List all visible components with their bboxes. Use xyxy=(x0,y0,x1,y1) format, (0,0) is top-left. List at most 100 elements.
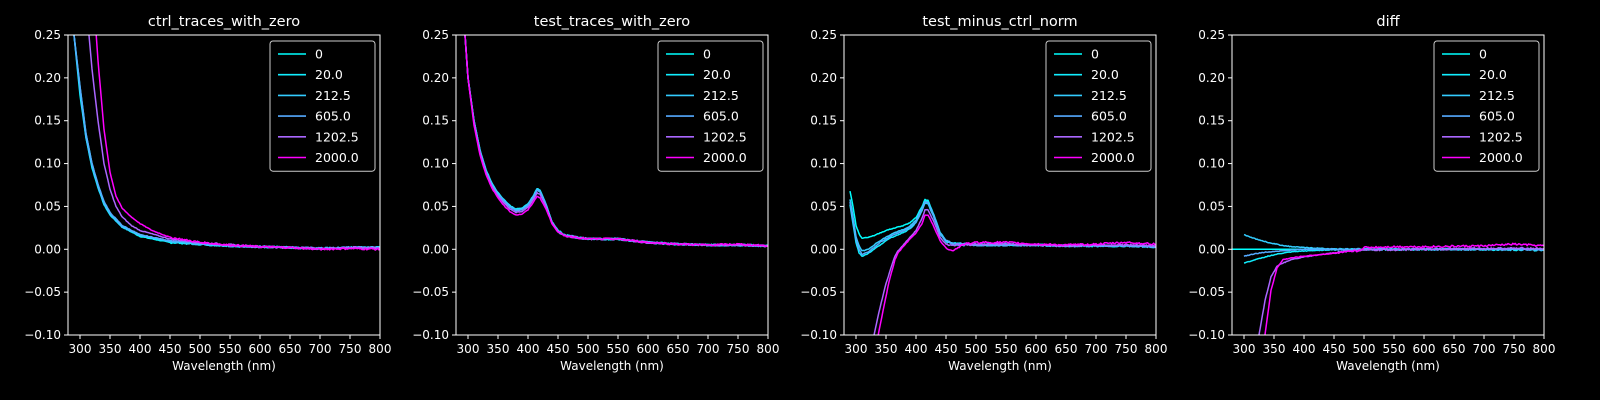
x-tick-label: 750 xyxy=(339,342,362,356)
x-tick-label: 700 xyxy=(697,342,720,356)
y-tick-label: −0.05 xyxy=(800,285,837,299)
y-tick-label: 0.10 xyxy=(422,157,449,171)
x-tick-label: 750 xyxy=(1503,342,1526,356)
axes-frame xyxy=(455,34,769,336)
y-tick-label: 0.15 xyxy=(34,114,61,128)
y-tick-label: −0.05 xyxy=(412,285,449,299)
y-tick-label: −0.10 xyxy=(24,328,61,342)
x-tick-label: 700 xyxy=(309,342,332,356)
y-tick-label: −0.10 xyxy=(1188,328,1225,342)
series-line xyxy=(849,201,1156,256)
x-tick-label: 750 xyxy=(1115,342,1138,356)
y-tick-label: 0.25 xyxy=(34,28,61,42)
legend-label: 20.0 xyxy=(703,67,731,82)
x-tick-label: 700 xyxy=(1473,342,1496,356)
x-tick-label: 350 xyxy=(875,342,898,356)
x-tick-label: 300 xyxy=(457,342,480,356)
x-tick-label: 650 xyxy=(667,342,690,356)
axes-frame xyxy=(1231,34,1545,336)
x-tick-label: 350 xyxy=(1263,342,1286,356)
series-line xyxy=(1264,242,1544,335)
x-tick-label: 650 xyxy=(279,342,302,356)
x-tick-label: 800 xyxy=(369,342,392,356)
legend-label: 1202.5 xyxy=(1479,129,1523,144)
series-line xyxy=(88,35,380,250)
series-line xyxy=(464,35,768,248)
y-tick-label: 0.10 xyxy=(34,157,61,171)
series-group xyxy=(1232,233,1544,335)
y-tick-label: 0.10 xyxy=(1198,157,1225,171)
y-tick-label: 0.25 xyxy=(810,28,837,42)
x-axis-label: Wavelength (nm) xyxy=(948,359,1052,373)
x-tick-label: 700 xyxy=(1085,342,1108,356)
x-tick-label: 400 xyxy=(905,342,928,356)
x-tick-label: 600 xyxy=(1025,342,1048,356)
x-tick-label: 600 xyxy=(249,342,272,356)
y-tick-label: 0.25 xyxy=(422,28,449,42)
legend-label: 212.5 xyxy=(1091,88,1127,103)
y-tick-label: 0.05 xyxy=(422,199,449,213)
legend: 0 20.0 212.5 605.0 1202.5 2000.0 xyxy=(1433,40,1540,172)
x-tick-label: 800 xyxy=(757,342,780,356)
y-tick-label: 0.20 xyxy=(810,71,837,85)
series-line xyxy=(95,35,380,251)
legend-box xyxy=(657,40,764,172)
chart-panel-1: ctrl_traces_with_zero 300 350 400 450 500 550 6… xyxy=(24,14,391,373)
x-tick-label: 350 xyxy=(487,342,510,356)
y-tick-label: 0.15 xyxy=(422,114,449,128)
y-tick-label: 0.00 xyxy=(422,242,449,256)
series-group xyxy=(464,35,768,248)
legend-label: 20.0 xyxy=(1479,67,1507,82)
x-tick-label: 350 xyxy=(99,342,122,356)
x-tick-label: 800 xyxy=(1145,342,1168,356)
legend-label: 605.0 xyxy=(315,109,351,124)
x-tick-label: 550 xyxy=(995,342,1018,356)
legend-label: 605.0 xyxy=(703,109,739,124)
legend-box xyxy=(1433,40,1540,172)
x-tick-label: 450 xyxy=(935,342,958,356)
y-tick-label: 0.05 xyxy=(1198,199,1225,213)
y-tick-label: 0.00 xyxy=(34,242,61,256)
chart-panel-3: test_minus_ctrl_norm 300 350 400 450 500 550 60… xyxy=(800,14,1167,373)
legend-label: 212.5 xyxy=(703,88,739,103)
y-tick-label: −0.05 xyxy=(24,285,61,299)
legend-label: 20.0 xyxy=(315,67,343,82)
legend-label: 0 xyxy=(315,47,323,62)
x-tick-label: 500 xyxy=(1353,342,1376,356)
legend-label: 1202.5 xyxy=(703,129,747,144)
legend-label: 212.5 xyxy=(315,88,351,103)
chart-title: test_minus_ctrl_norm xyxy=(922,14,1077,30)
x-tick-label: 550 xyxy=(1383,342,1406,356)
y-tick-label: 0.20 xyxy=(422,71,449,85)
legend-label: 1202.5 xyxy=(315,129,359,144)
x-tick-label: 650 xyxy=(1443,342,1466,356)
y-tick-label: 0.10 xyxy=(810,157,837,171)
x-tick-label: 400 xyxy=(1293,342,1316,356)
legend-label: 2000.0 xyxy=(1479,150,1523,165)
y-tick-label: 0.15 xyxy=(810,114,837,128)
legend-box xyxy=(1045,40,1152,172)
x-tick-label: 600 xyxy=(1413,342,1436,356)
legend-label: 20.0 xyxy=(1091,67,1119,82)
x-tick-label: 750 xyxy=(727,342,750,356)
y-tick-label: 0.05 xyxy=(810,199,837,213)
legend: 0 20.0 212.5 605.0 1202.5 2000.0 xyxy=(269,40,376,172)
x-tick-label: 800 xyxy=(1533,342,1556,356)
y-tick-label: 0.05 xyxy=(34,199,61,213)
y-tick-label: −0.05 xyxy=(1188,285,1225,299)
chart-title: diff xyxy=(1376,14,1400,30)
x-tick-label: 500 xyxy=(577,342,600,356)
x-tick-label: 600 xyxy=(637,342,660,356)
x-tick-label: 450 xyxy=(1323,342,1346,356)
x-tick-label: 650 xyxy=(1055,342,1078,356)
legend-label: 1202.5 xyxy=(1091,129,1135,144)
series-group xyxy=(849,190,1156,335)
x-tick-label: 300 xyxy=(1233,342,1256,356)
chart-title: test_traces_with_zero xyxy=(534,14,691,30)
legend: 0 20.0 212.5 605.0 1202.5 2000.0 xyxy=(657,40,764,172)
y-tick-label: 0.20 xyxy=(34,71,61,85)
x-tick-label: 550 xyxy=(607,342,630,356)
chart-panel-2: test_traces_with_zero 300 350 400 450 500 550 6… xyxy=(412,14,779,373)
